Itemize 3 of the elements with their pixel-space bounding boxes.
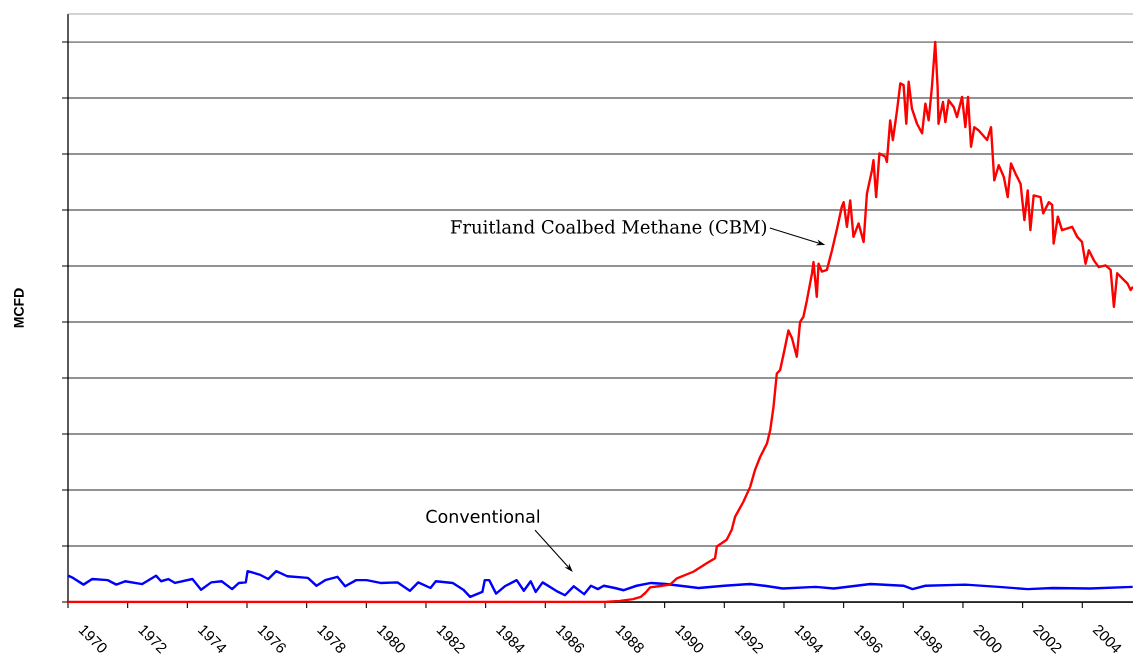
- annotation: Conventional: [426, 509, 540, 523]
- y-axis-title: MCFD: [13, 288, 24, 328]
- annotation: Fruitland Coalbed Methane (CBM): [450, 219, 767, 237]
